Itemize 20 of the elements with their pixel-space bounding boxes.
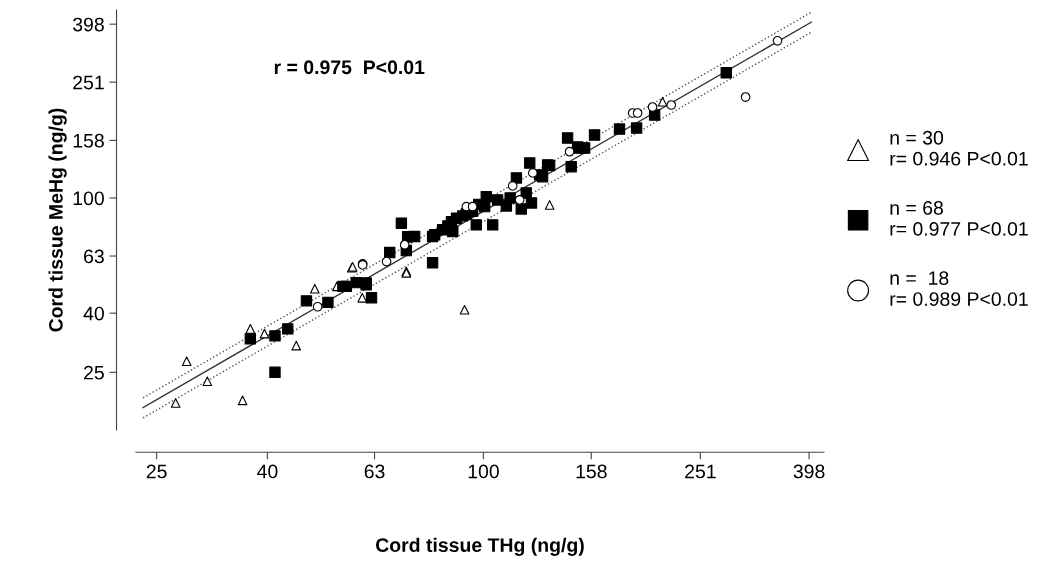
x-tick-label: 25 <box>146 464 167 479</box>
x-tick-label: 63 <box>364 464 385 479</box>
y-tick-label: 398 <box>73 17 104 32</box>
x-axis-title: Cord tissue THg (ng/g) <box>376 537 584 556</box>
y-tick-label: 100 <box>73 191 104 206</box>
legend-label: n = 68 r= 0.977 P<0.01 <box>890 201 1028 236</box>
x-tick-label: 40 <box>257 464 278 479</box>
legend-label: n = 30 r= 0.946 P<0.01 <box>890 130 1028 166</box>
annotation: r = 0.975 P<0.01 <box>274 60 425 75</box>
y-tick-label: 63 <box>84 249 104 264</box>
x-tick-label: 100 <box>468 464 499 479</box>
y-tick-label: 158 <box>73 133 104 148</box>
y-tick-label: 251 <box>73 75 104 90</box>
legend-label: n = 18 r= 0.989 P<0.01 <box>890 271 1028 306</box>
x-tick-label: 398 <box>793 464 825 479</box>
y-axis-title: Cord tissue MeHg (ng/g) <box>48 108 67 332</box>
x-tick-label: 158 <box>576 464 607 479</box>
y-tick-label: 25 <box>84 365 104 380</box>
x-tick-label: 251 <box>685 464 716 479</box>
y-tick-label: 40 <box>83 306 104 321</box>
